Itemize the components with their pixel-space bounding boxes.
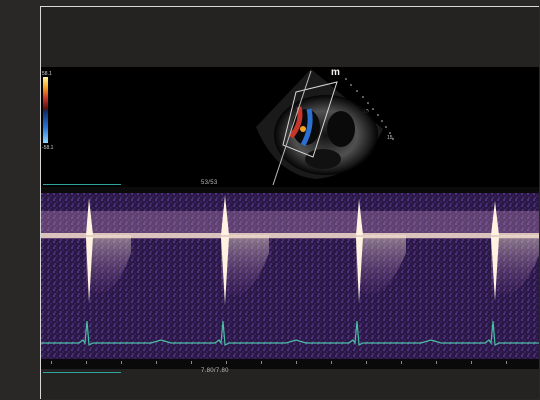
header-band xyxy=(41,7,539,67)
orientation-marker: m xyxy=(331,67,340,78)
doppler-baseline xyxy=(41,233,539,238)
panel-separator xyxy=(41,187,539,193)
doppler-cursor-line[interactable] xyxy=(272,70,312,186)
doppler-spectrum xyxy=(41,193,539,359)
footer-band: 7.80/7.80 xyxy=(41,368,539,399)
depth-label-15: 15 xyxy=(387,135,393,141)
color-flow-yellow xyxy=(300,126,306,132)
atrium xyxy=(305,149,341,169)
time-ticks xyxy=(51,361,507,364)
ecg-trace xyxy=(41,320,539,346)
doppler-readout: 7.80/7.80 xyxy=(201,368,229,374)
noise-background xyxy=(41,193,539,359)
doppler-spectrum-panel xyxy=(41,193,539,359)
depth-scale xyxy=(345,78,394,140)
color-roi-box[interactable] xyxy=(282,81,338,158)
right-chamber xyxy=(327,111,355,147)
color-flow-red xyxy=(289,106,303,139)
echo-2d-panel: 58.1 -58.1 m 10 15 xyxy=(41,67,539,187)
time-scale-bar xyxy=(41,359,539,369)
color-scale-bar xyxy=(43,77,48,143)
color-flow-blue xyxy=(300,108,313,147)
echo-progress-line xyxy=(43,184,121,185)
echo-sector-image xyxy=(256,69,394,186)
color-scale-min: -58.1 xyxy=(42,145,54,151)
color-scale-max: 58.1 xyxy=(42,71,52,77)
image-viewport: 58.1 -58.1 m 10 15 xyxy=(40,6,539,399)
systolic-peaks xyxy=(86,195,499,305)
flow-envelopes xyxy=(86,235,539,296)
doppler-progress-line xyxy=(43,372,121,373)
frame-counter: 53/53 xyxy=(201,180,218,186)
